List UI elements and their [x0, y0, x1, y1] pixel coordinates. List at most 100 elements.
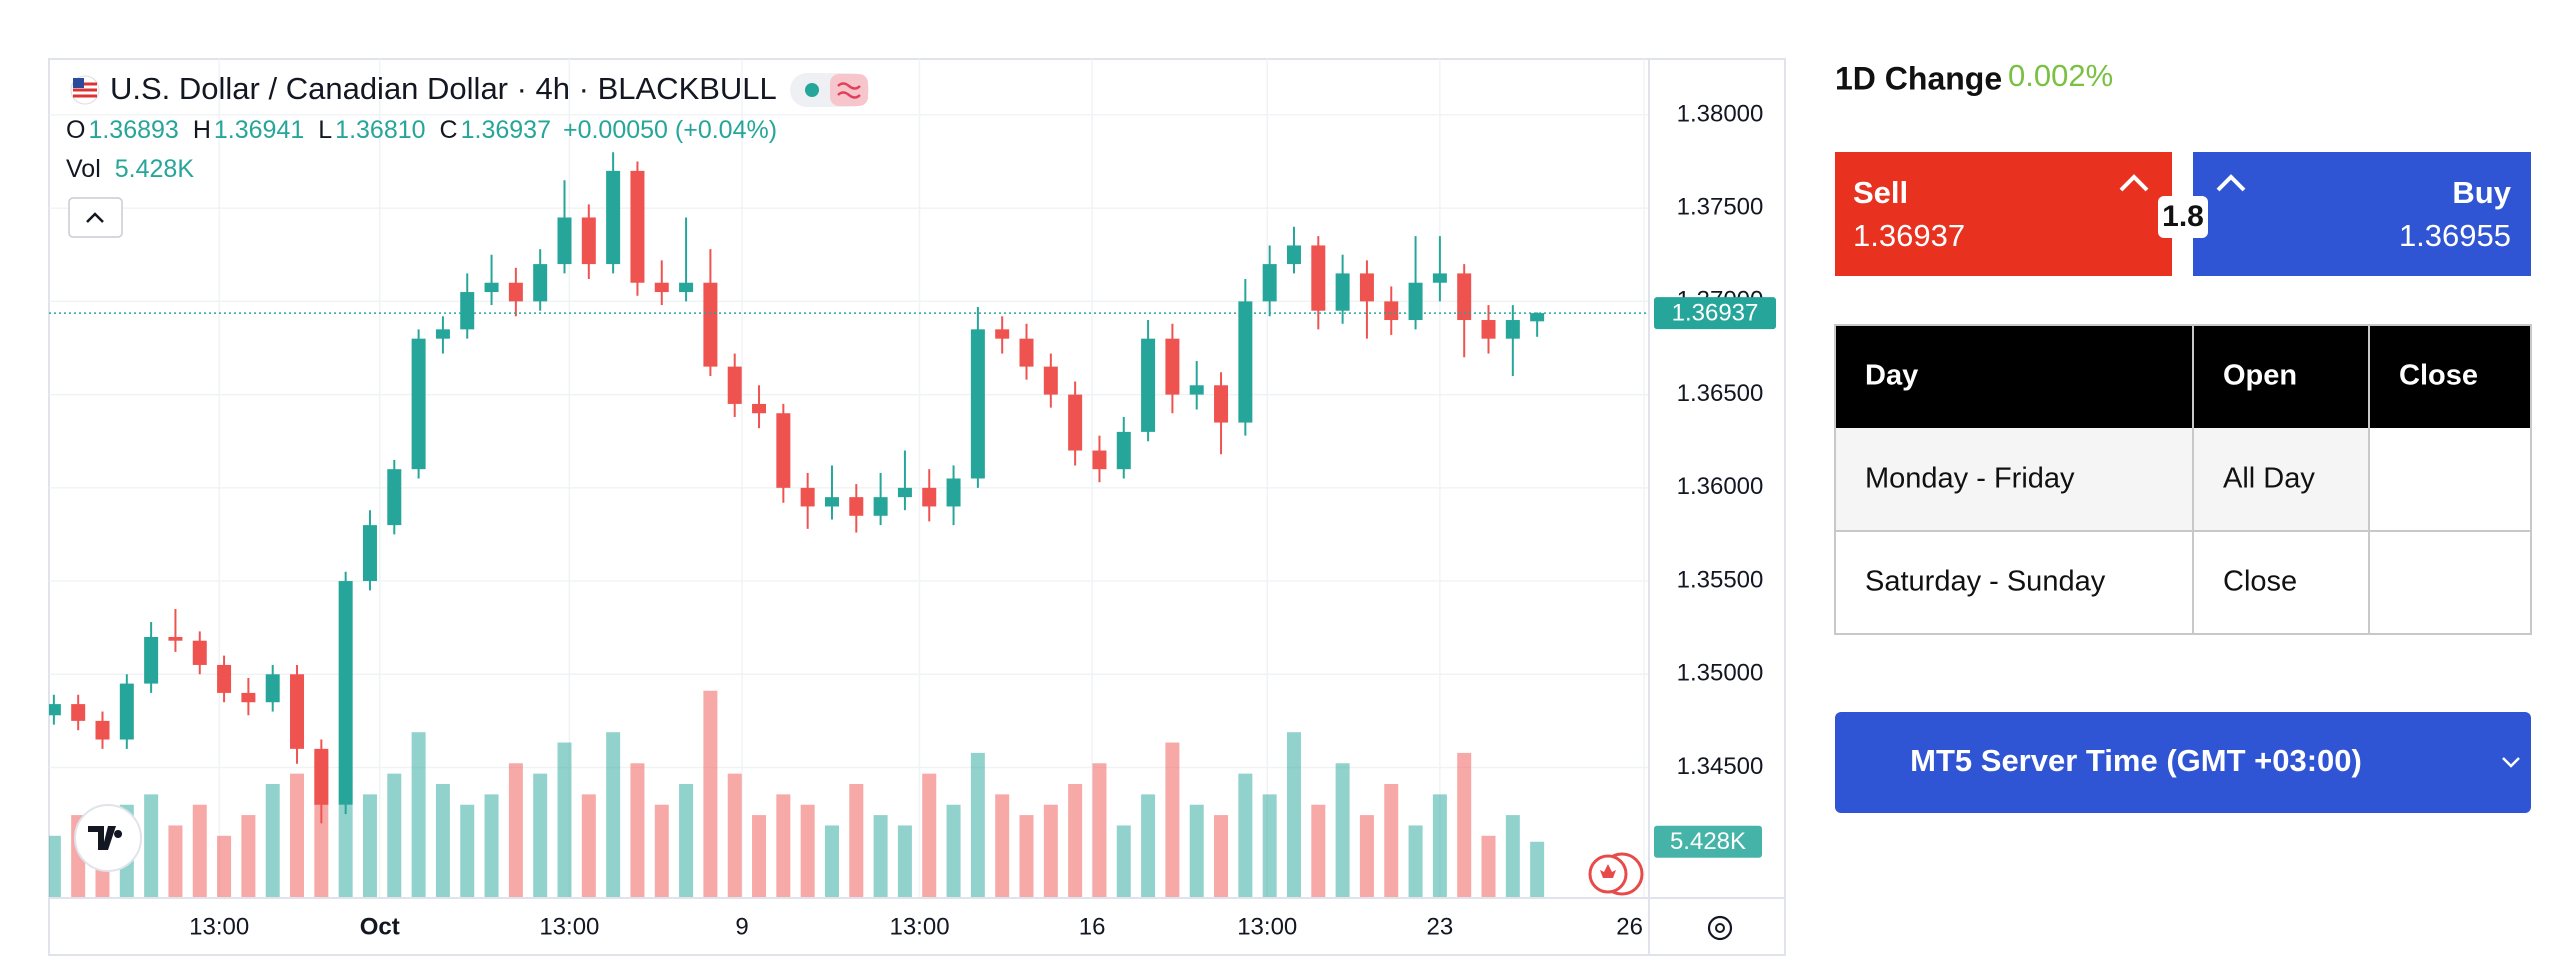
- volume-bar: [727, 773, 742, 898]
- candle-body: [1165, 338, 1180, 395]
- volume-bar: [265, 784, 280, 898]
- volume-value: 5.428K: [115, 155, 195, 183]
- candle-body: [703, 282, 718, 367]
- spread: 1.8: [2162, 200, 2204, 233]
- status-wave-badge: [830, 74, 868, 106]
- sell-label: Sell: [1853, 175, 1908, 210]
- table-cell: All Day: [2223, 463, 2315, 495]
- collapse-legend-button[interactable]: [68, 197, 123, 238]
- candle-body: [1432, 273, 1447, 283]
- volume-bar: [776, 794, 791, 898]
- table-cell: Monday - Friday: [1865, 463, 2075, 495]
- grid: [49, 59, 1649, 898]
- change-label: 1D Change: [1835, 60, 2002, 96]
- volume-bar: [679, 784, 694, 898]
- status-dot: [805, 83, 819, 97]
- table-header-row: [1835, 325, 2531, 428]
- candle-body: [1116, 431, 1131, 470]
- candle-body: [1457, 273, 1472, 321]
- x-tick-label: Oct: [360, 913, 400, 940]
- candle-body: [168, 636, 183, 641]
- candle-body: [752, 403, 767, 414]
- volume-bar: [192, 804, 207, 898]
- us-flag-canton: [73, 78, 84, 88]
- ohlc-legend: O 1.36893 H 1.36941 L 1.36810 C 1.36937 +0.00050…: [66, 116, 777, 144]
- volume-label: Vol: [66, 155, 101, 183]
- volume-bar: [606, 732, 621, 898]
- candle-body: [1359, 273, 1374, 302]
- change-value: 0.002%: [2008, 58, 2113, 93]
- maple-leaf: [1600, 864, 1616, 878]
- server-time-button[interactable]: [1835, 712, 2531, 813]
- x-tick-label: 13:00: [889, 913, 949, 940]
- candle-body: [290, 674, 305, 749]
- candle-body: [824, 497, 839, 507]
- volume-bar: [1043, 804, 1058, 898]
- candle-body: [897, 487, 912, 498]
- volume-bar: [1286, 732, 1301, 898]
- candle-body: [1019, 338, 1034, 367]
- candle-body: [654, 282, 669, 293]
- volume-bar: [290, 773, 305, 898]
- candle-body: [484, 282, 499, 293]
- axes: 1.345001.350001.355001.360001.365001.370…: [49, 100, 1776, 940]
- collapse-icon: [86, 212, 104, 223]
- volume-bar: [1092, 763, 1107, 898]
- volume-bar: [581, 794, 596, 898]
- volume-bar: [1238, 773, 1253, 898]
- candle-body: [630, 170, 645, 283]
- server-time: MT5 Server Time (GMT +03:00): [1910, 743, 2362, 778]
- last-volume-box: [1654, 825, 1762, 858]
- trading-hours-table: Day Open Close Monday - Friday All Day S…: [1834, 324, 2532, 635]
- volume-bar: [435, 784, 450, 898]
- x-tick-label: 23: [1427, 913, 1454, 940]
- buy-button[interactable]: [2193, 152, 2531, 276]
- buy-label: Buy: [2452, 175, 2511, 210]
- candle-body: [119, 683, 134, 740]
- candle-body: [338, 581, 353, 805]
- sell-button[interactable]: [1835, 152, 2172, 276]
- candle-body: [49, 704, 61, 716]
- buy-chevron: [2216, 174, 2246, 192]
- volume-bar: [1457, 752, 1472, 898]
- volume-bar: [849, 784, 864, 898]
- sell-chevron: [2119, 174, 2149, 192]
- candle-body: [581, 217, 596, 265]
- candle-body: [460, 292, 475, 330]
- volume-bar: [873, 815, 888, 898]
- candle-body: [849, 497, 864, 516]
- candle-body: [873, 497, 888, 516]
- volume-bar: [49, 835, 61, 898]
- candle-body: [411, 338, 426, 470]
- candle-body: [1238, 301, 1253, 423]
- x-tick-label: 26: [1616, 913, 1643, 940]
- candle-body: [1092, 450, 1107, 470]
- volume-bar: [460, 804, 475, 898]
- volume-bar: [217, 835, 232, 898]
- volume-bar: [995, 794, 1010, 898]
- volume-bar: [800, 804, 815, 898]
- candle-body: [800, 487, 815, 507]
- volume-bar: [1262, 794, 1277, 898]
- volume-bar: [144, 794, 159, 898]
- settings-icon-center: [1715, 923, 1725, 933]
- volume-bar: [1408, 825, 1423, 898]
- candle-body: [217, 664, 232, 693]
- status-wave: [837, 82, 861, 99]
- volume-bar: [533, 773, 548, 898]
- low-value: 1.36810: [335, 116, 425, 144]
- table-border: [1834, 324, 2532, 635]
- volume-bar: [168, 825, 183, 898]
- candle-body: [606, 170, 621, 265]
- settings-icon[interactable]: [1707, 915, 1733, 941]
- candle-body: [1335, 273, 1350, 311]
- y-tick-label: 1.38000: [1677, 100, 1764, 127]
- candle-body: [727, 366, 742, 404]
- volume-bar: [1384, 784, 1399, 898]
- candle-body: [71, 704, 86, 721]
- low-label: L: [318, 116, 332, 144]
- candle-body: [995, 329, 1010, 339]
- volume-bar: [1214, 815, 1229, 898]
- candle-body: [314, 748, 329, 805]
